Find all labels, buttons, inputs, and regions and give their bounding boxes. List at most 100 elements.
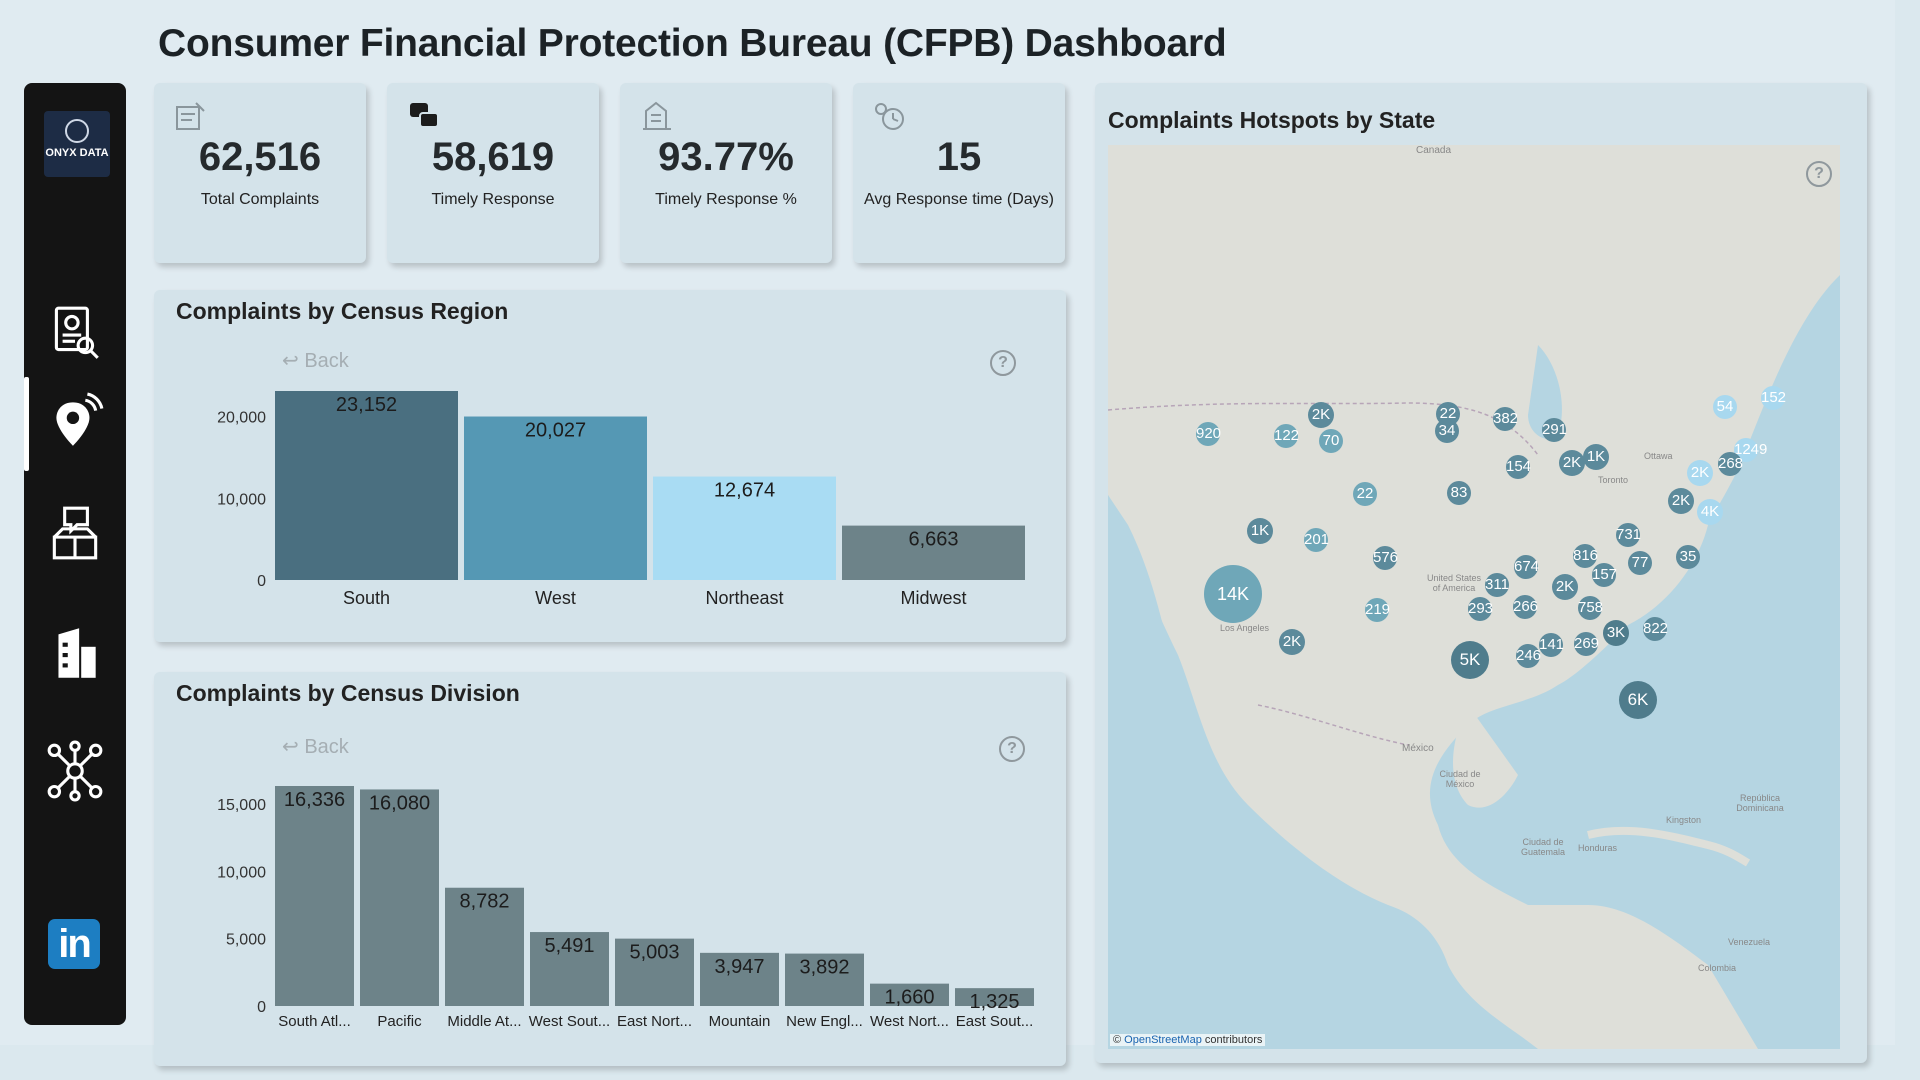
- division-help-icon[interactable]: ?: [999, 736, 1025, 762]
- map-help-icon[interactable]: ?: [1806, 161, 1832, 187]
- map-label-los-angeles: Los Angeles: [1220, 623, 1270, 633]
- nav-report-search[interactable]: [24, 293, 126, 373]
- map-bubble-154[interactable]: 154: [1506, 455, 1531, 479]
- openstreetmap-link[interactable]: OpenStreetMap: [1124, 1034, 1202, 1046]
- map-bubble-291[interactable]: 291: [1542, 418, 1567, 442]
- map-bubble-2k[interactable]: 2K: [1308, 402, 1334, 428]
- map-bubble-816[interactable]: 816: [1573, 544, 1598, 568]
- map-bubble-2k[interactable]: 2K: [1687, 460, 1713, 486]
- data-label: 1,660: [884, 987, 934, 1009]
- back-arrow-icon: ↩: [282, 736, 305, 758]
- feedback-box-icon: [52, 506, 98, 560]
- kpi-card-timely-response: 58,619 Timely Response: [387, 83, 599, 263]
- map-bubble-70[interactable]: 70: [1319, 429, 1343, 453]
- map-bubble-6k[interactable]: 6K: [1619, 681, 1657, 719]
- map-label-kingston: Kingston: [1666, 815, 1702, 825]
- category-label: New Engl...: [786, 1013, 863, 1030]
- map-bubble-5k[interactable]: 5K: [1451, 641, 1489, 679]
- map-bubble-22[interactable]: 22: [1436, 402, 1460, 426]
- map-label-mexico: México: [1402, 743, 1434, 754]
- data-label: 23,152: [336, 394, 397, 416]
- state-complaints-map[interactable]: Canada United States of America Los Ange…: [1108, 145, 1840, 1049]
- bar-new-engl: [785, 953, 864, 1006]
- bar-midwest: [842, 525, 1025, 580]
- map-bubble-1k[interactable]: 1K: [1247, 518, 1273, 544]
- bar-pacific: [360, 789, 439, 1006]
- map-bubble-920[interactable]: 920: [1196, 422, 1221, 446]
- data-label: 16,336: [284, 789, 345, 811]
- map-bubble-674[interactable]: 674: [1514, 555, 1539, 579]
- map-bubble-2k[interactable]: 2K: [1668, 488, 1694, 514]
- map-bubble-2k[interactable]: 2K: [1279, 629, 1305, 655]
- map-bubble-1k[interactable]: 1K: [1583, 444, 1609, 470]
- map-bubble-731[interactable]: 731: [1616, 523, 1641, 547]
- map-bubble-2k[interactable]: 2K: [1559, 450, 1585, 476]
- map-label-colombia: Colombia: [1698, 963, 1737, 973]
- map-attribution: © OpenStreetMap contributors: [1110, 1034, 1266, 1046]
- map-bubble-311[interactable]: 311: [1485, 573, 1509, 597]
- nav-building[interactable]: [24, 613, 126, 693]
- region-back-button[interactable]: ↩ Back: [282, 348, 349, 373]
- region-help-icon[interactable]: ?: [990, 350, 1016, 376]
- nav-active-indicator: [24, 377, 29, 471]
- map-bubble-293[interactable]: 293: [1468, 597, 1493, 621]
- map-bubble-382[interactable]: 382: [1493, 407, 1518, 431]
- region-chart-title: Complaints by Census Region: [176, 298, 509, 324]
- kpi-value: 62,516: [198, 135, 322, 179]
- map-bubble-576[interactable]: 576: [1373, 546, 1398, 570]
- division-back-button[interactable]: ↩ Back: [282, 734, 349, 759]
- onyx-data-logo[interactable]: ONYX DATA: [44, 111, 110, 177]
- linkedin-icon[interactable]: in: [48, 919, 100, 969]
- sidebar: ONYX DATA in: [24, 83, 126, 1025]
- map-bubble-201[interactable]: 201: [1304, 528, 1329, 552]
- y-tick-label: 20,000: [217, 410, 266, 427]
- credit-suffix: contributors: [1201, 1034, 1263, 1046]
- category-label: East Sout...: [956, 1013, 1034, 1030]
- map-bubble-219[interactable]: 219: [1365, 598, 1390, 622]
- kpi-card-avg-response-time: 15 Avg Response time (Days): [853, 83, 1065, 263]
- map-bubble-4k[interactable]: 4K: [1697, 499, 1723, 525]
- category-label: West: [535, 588, 576, 608]
- kpi-card-total-complaints: 62,516 Total Complaints: [154, 83, 366, 263]
- map-label-dominican-republic: República Dominicana: [1736, 793, 1784, 813]
- location-pin-icon: [56, 392, 104, 446]
- map-bubble-122[interactable]: 122: [1274, 424, 1299, 448]
- map-bubble-3k[interactable]: 3K: [1603, 620, 1629, 646]
- map-bubble-2k[interactable]: 2K: [1552, 574, 1578, 600]
- nav-network[interactable]: [24, 731, 126, 811]
- category-label: Northeast: [705, 588, 783, 608]
- data-label: 5,003: [629, 942, 679, 964]
- map-bubble-14k[interactable]: 14K: [1204, 565, 1262, 623]
- kpi-label: Total Complaints: [200, 191, 320, 208]
- map-bubble-22[interactable]: 22: [1353, 482, 1377, 506]
- map-bubble-758[interactable]: 758: [1578, 596, 1603, 620]
- map-bubble-822[interactable]: 822: [1643, 617, 1668, 641]
- map-bubble-54[interactable]: 54: [1713, 395, 1737, 419]
- map-bubble-35[interactable]: 35: [1676, 545, 1700, 569]
- map-bubble-83[interactable]: 83: [1447, 481, 1471, 505]
- nav-feedback[interactable]: [24, 493, 126, 573]
- map-bubble-77[interactable]: 77: [1628, 551, 1652, 575]
- kpi-label: Timely Response: [431, 191, 555, 208]
- category-label: Middle At...: [447, 1013, 521, 1030]
- nav-location[interactable]: [24, 383, 126, 463]
- kpi-value: 58,619: [431, 135, 555, 179]
- division-chart-title: Complaints by Census Division: [176, 680, 520, 706]
- region-bar-chart: 0 10,000 20,000 23,152 South 20,027 West 12,674…: [217, 391, 1025, 608]
- data-label: 12,674: [714, 480, 775, 502]
- credit-prefix: ©: [1113, 1034, 1125, 1046]
- data-label: 20,027: [525, 420, 586, 442]
- map-bubble-157[interactable]: 157: [1592, 563, 1617, 587]
- map-bubble-268[interactable]: 268: [1718, 452, 1743, 476]
- map-label-toronto: Toronto: [1598, 475, 1629, 485]
- map-bubble-266[interactable]: 266: [1513, 595, 1538, 619]
- report-search-icon: [54, 306, 99, 359]
- map-label-ottawa: Ottawa: [1644, 451, 1673, 461]
- map-bubble-152[interactable]: 152: [1761, 386, 1786, 410]
- category-label: Midwest: [900, 588, 966, 608]
- data-label: 6,663: [908, 529, 958, 551]
- map-bubble-141[interactable]: 141: [1539, 633, 1564, 657]
- back-label: Back: [304, 350, 349, 372]
- map-bubble-246[interactable]: 246: [1516, 644, 1541, 668]
- map-bubble-269[interactable]: 269: [1574, 632, 1599, 656]
